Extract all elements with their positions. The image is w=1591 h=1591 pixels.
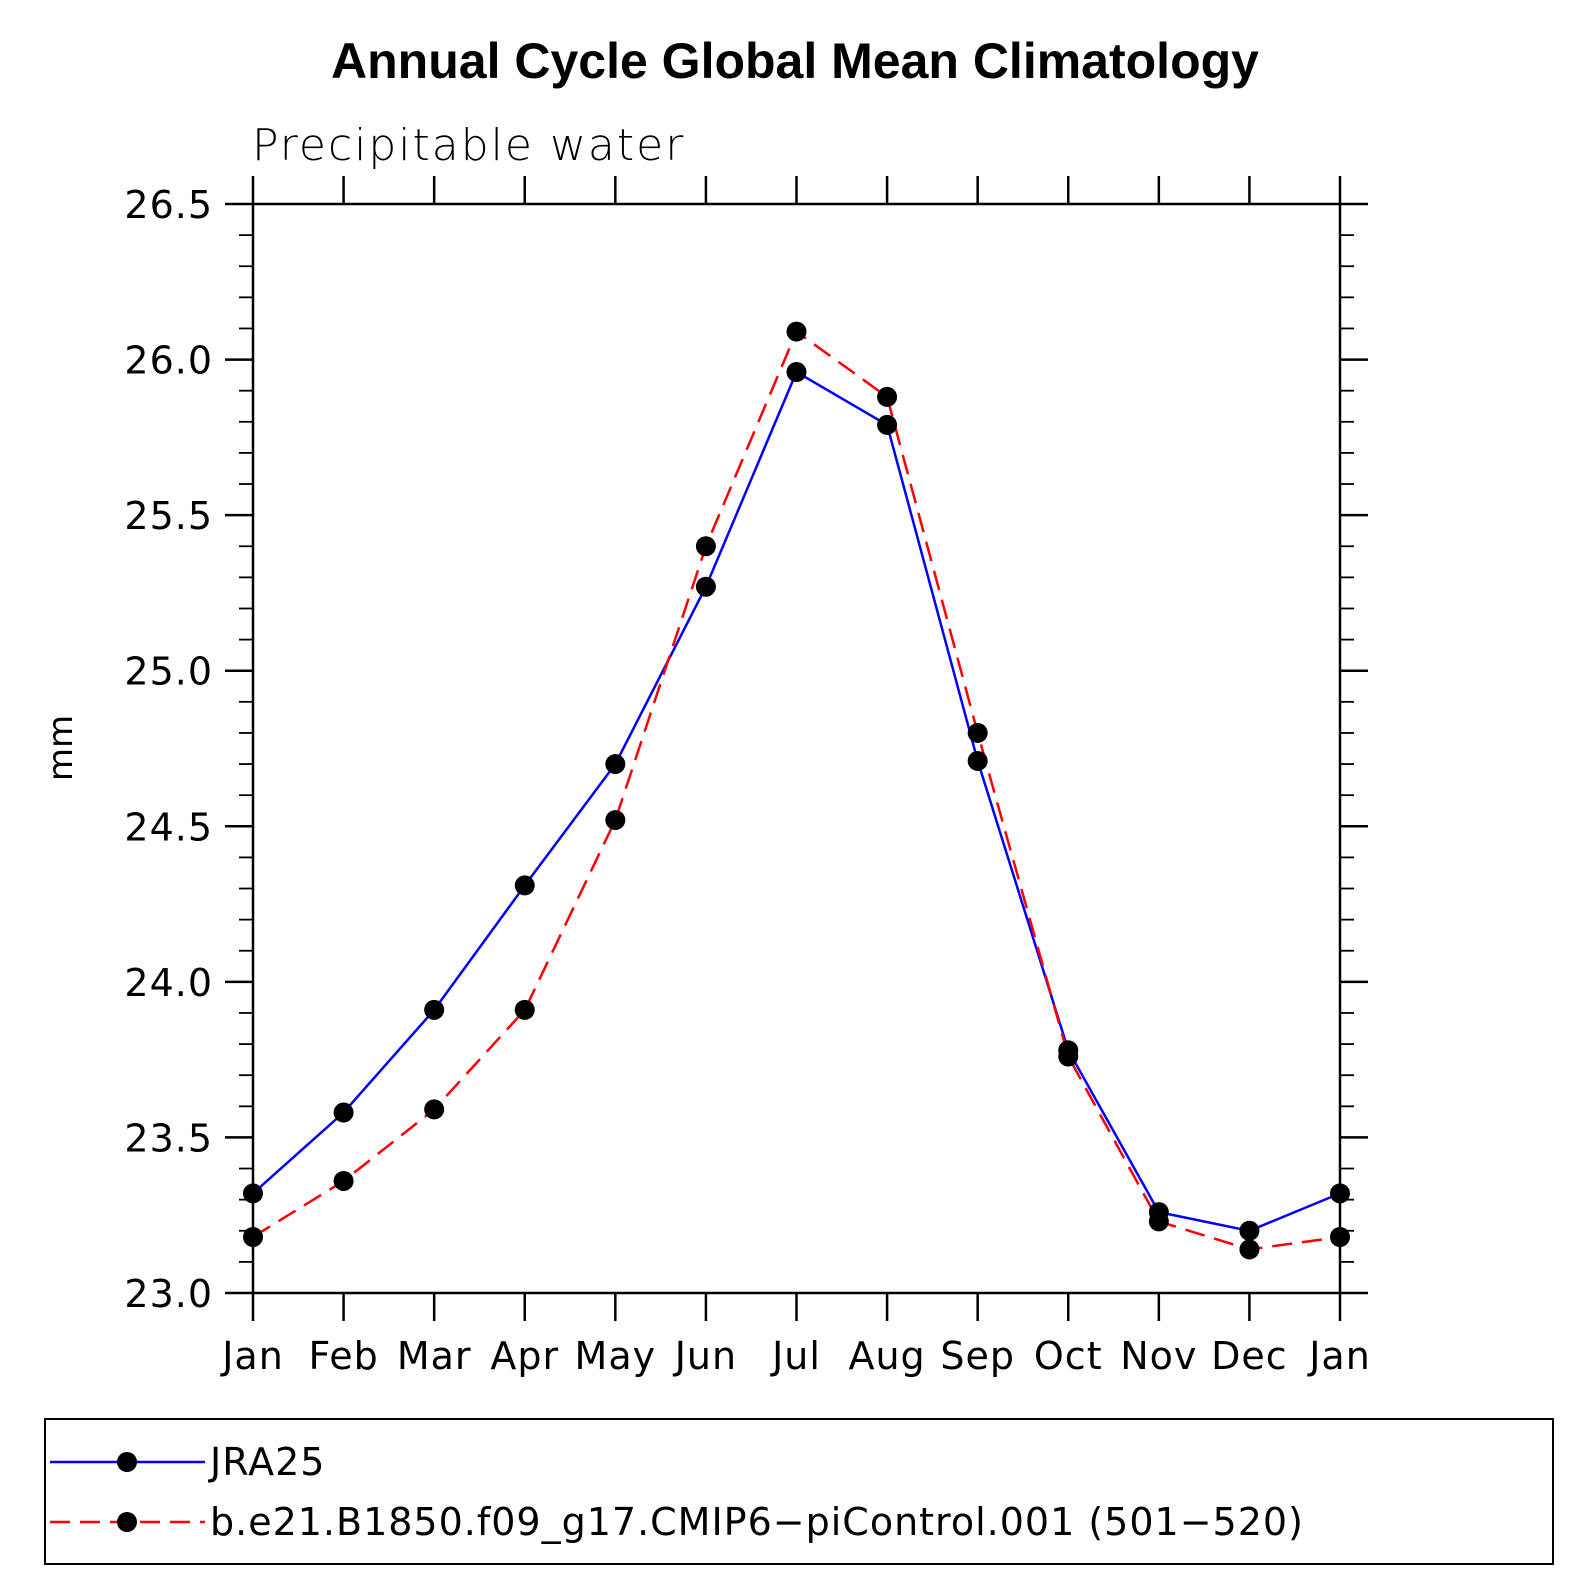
x-tick-label: Apr bbox=[490, 1334, 559, 1378]
y-tick-labels: 23.0 23.5 24.0 24.5 25.0 25.5 26.0 26.5 bbox=[124, 183, 213, 1316]
data-point bbox=[605, 754, 626, 775]
x-tick-label: Nov bbox=[1120, 1334, 1197, 1378]
y-tick-label: 26.0 bbox=[124, 339, 213, 383]
x-tick-label: Sep bbox=[940, 1334, 1015, 1378]
data-point bbox=[877, 386, 898, 407]
legend-label-jra25: JRA25 bbox=[208, 1440, 325, 1484]
y-tick-label: 25.0 bbox=[124, 650, 213, 694]
data-point bbox=[333, 1170, 354, 1191]
data-point bbox=[605, 810, 626, 831]
x-tick-label: Feb bbox=[308, 1334, 378, 1378]
data-point bbox=[514, 999, 535, 1020]
data-point bbox=[1058, 1046, 1079, 1067]
data-point bbox=[1148, 1211, 1169, 1232]
y-axis-label: mm bbox=[41, 715, 81, 781]
legend: JRA25 b.e21.B1850.f09_g17.CMIP6−piContro… bbox=[44, 1418, 1554, 1565]
x-tick-label: Jul bbox=[770, 1334, 821, 1378]
data-point bbox=[786, 362, 807, 383]
plot-frame bbox=[251, 202, 1342, 1295]
legend-label-cmip6: b.e21.B1850.f09_g17.CMIP6−piControl.001 … bbox=[210, 1500, 1304, 1544]
legend-swatches bbox=[50, 1452, 205, 1532]
y-tick-label: 25.5 bbox=[124, 494, 213, 538]
x-tick-labels: Jan Feb Mar Apr May Jun Jul Aug Sep Oct Nov Dec Jan bbox=[220, 1334, 1371, 1378]
data-point bbox=[424, 999, 445, 1020]
data-point bbox=[786, 321, 807, 342]
y-tick-label: 26.5 bbox=[124, 183, 213, 227]
y-tick-label: 24.5 bbox=[124, 805, 213, 849]
x-tick-label: Oct bbox=[1034, 1334, 1103, 1378]
data-point bbox=[967, 722, 988, 743]
axis-ticks bbox=[225, 176, 1368, 1321]
series-lines bbox=[252, 329, 1341, 1251]
legend-box bbox=[44, 1418, 1554, 1565]
x-tick-label: Jan bbox=[220, 1334, 284, 1378]
series-markers bbox=[243, 321, 1350, 1260]
x-tick-label: Aug bbox=[848, 1334, 925, 1378]
series-line-0 bbox=[252, 370, 1341, 1233]
legend-marker-1 bbox=[117, 1512, 137, 1532]
data-point bbox=[695, 536, 716, 557]
y-tick-label: 23.5 bbox=[124, 1116, 213, 1160]
legend-marker-0 bbox=[117, 1452, 137, 1472]
chart-subtitle: Precipitable water bbox=[252, 120, 685, 171]
data-point bbox=[1239, 1239, 1260, 1260]
chart-title: Annual Cycle Global Mean Climatology bbox=[331, 33, 1259, 89]
data-point bbox=[514, 875, 535, 896]
y-tick-label: 24.0 bbox=[124, 961, 213, 1005]
x-tick-label: Dec bbox=[1211, 1334, 1288, 1378]
x-tick-label: Mar bbox=[397, 1334, 472, 1378]
data-point bbox=[877, 414, 898, 435]
data-point bbox=[967, 750, 988, 771]
data-point bbox=[1239, 1220, 1260, 1241]
data-point bbox=[424, 1099, 445, 1120]
data-point bbox=[695, 576, 716, 597]
x-tick-label: Jan bbox=[1307, 1334, 1371, 1378]
series-line-1 bbox=[252, 329, 1341, 1251]
x-tick-label: May bbox=[575, 1334, 657, 1378]
x-tick-label: Jun bbox=[673, 1334, 737, 1378]
data-point bbox=[333, 1102, 354, 1123]
y-tick-label: 23.0 bbox=[124, 1272, 213, 1316]
